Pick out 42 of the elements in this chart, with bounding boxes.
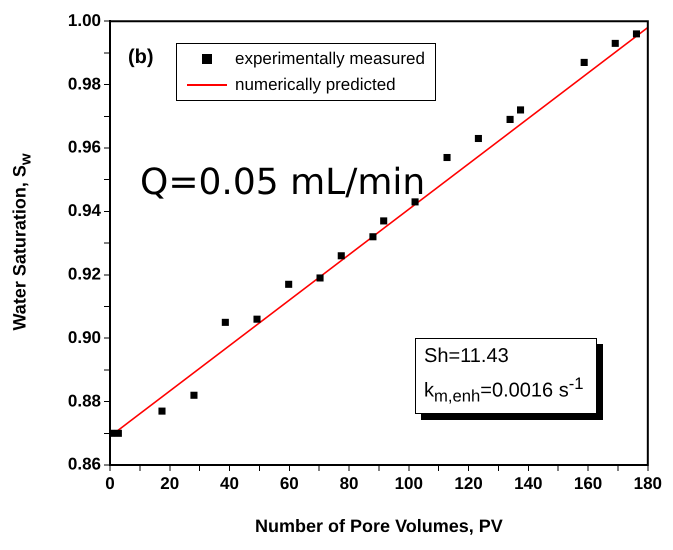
x-tick-label: 40 — [220, 474, 239, 493]
x-axis-title: Number of Pore Volumes, PV — [255, 516, 503, 536]
x-tick-label: 120 — [454, 474, 483, 493]
point — [443, 154, 451, 162]
point — [338, 252, 345, 260]
point — [114, 430, 122, 437]
point — [222, 318, 229, 326]
x-tick-label: 20 — [160, 474, 180, 493]
point — [380, 217, 388, 224]
y-tick-label: 0.94 — [68, 201, 102, 220]
legend-label: numerically predicted — [235, 75, 396, 95]
point — [369, 233, 376, 240]
legend-label: experimentally measured — [235, 49, 425, 69]
y-tick-label: 1.00 — [68, 10, 101, 30]
point — [612, 40, 619, 47]
x-tick-label: 100 — [394, 474, 423, 493]
point — [253, 316, 261, 323]
x-tick-label: 60 — [280, 474, 299, 493]
point — [580, 58, 588, 66]
y-tick-label: 0.92 — [68, 264, 101, 284]
point — [190, 392, 198, 399]
point — [412, 198, 419, 206]
y-tick-label: 0.90 — [68, 328, 101, 347]
annotation: (b) — [128, 45, 154, 70]
point — [474, 134, 482, 142]
x-tick-label: 140 — [514, 474, 542, 493]
annotation: Q=0.05 mL/min — [140, 161, 426, 205]
x-tick-label: 80 — [340, 474, 358, 493]
point — [632, 30, 640, 38]
x-tick-label: 0 — [105, 474, 115, 493]
y-tick-label: 0.96 — [68, 138, 101, 157]
point — [158, 408, 166, 415]
annotation: Sh=11.43 k$_{m,enh}$=0.0016 s$^{-1}$ — [415, 338, 597, 414]
y-tick-label: 0.98 — [68, 74, 101, 94]
x-tick-label: 180 — [634, 474, 662, 493]
point — [316, 274, 324, 282]
y-tick-label: 0.86 — [68, 454, 101, 474]
y-tick-label: 0.88 — [68, 391, 101, 410]
point — [517, 106, 524, 114]
point — [506, 116, 514, 124]
x-tick-label: 160 — [574, 474, 602, 493]
point — [285, 280, 292, 288]
